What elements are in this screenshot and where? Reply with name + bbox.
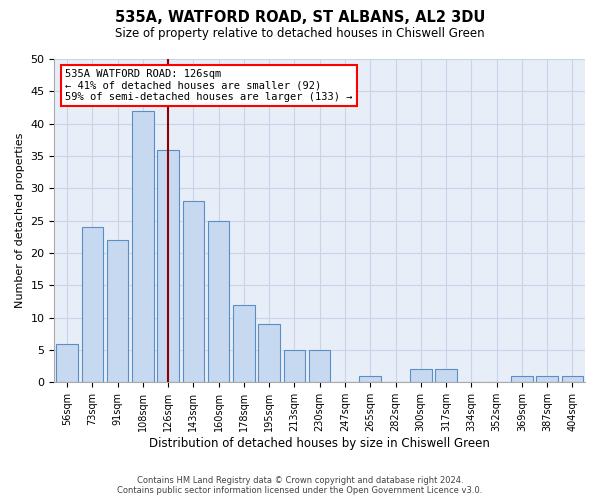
Bar: [359, 376, 381, 382]
Bar: [536, 376, 558, 382]
Bar: [259, 324, 280, 382]
Text: 535A WATFORD ROAD: 126sqm
← 41% of detached houses are smaller (92)
59% of semi-: 535A WATFORD ROAD: 126sqm ← 41% of detac…: [65, 68, 353, 102]
Bar: [284, 350, 305, 382]
Bar: [132, 110, 154, 382]
Text: 535A, WATFORD ROAD, ST ALBANS, AL2 3DU: 535A, WATFORD ROAD, ST ALBANS, AL2 3DU: [115, 10, 485, 25]
X-axis label: Distribution of detached houses by size in Chiswell Green: Distribution of detached houses by size …: [149, 437, 490, 450]
Bar: [56, 344, 78, 382]
Bar: [562, 376, 583, 382]
Bar: [82, 227, 103, 382]
Bar: [208, 220, 229, 382]
Bar: [157, 150, 179, 382]
Y-axis label: Number of detached properties: Number of detached properties: [15, 133, 25, 308]
Bar: [182, 202, 204, 382]
Text: Size of property relative to detached houses in Chiswell Green: Size of property relative to detached ho…: [115, 28, 485, 40]
Bar: [233, 304, 254, 382]
Bar: [511, 376, 533, 382]
Text: Contains HM Land Registry data © Crown copyright and database right 2024.
Contai: Contains HM Land Registry data © Crown c…: [118, 476, 482, 495]
Bar: [435, 370, 457, 382]
Bar: [410, 370, 431, 382]
Bar: [309, 350, 331, 382]
Bar: [107, 240, 128, 382]
